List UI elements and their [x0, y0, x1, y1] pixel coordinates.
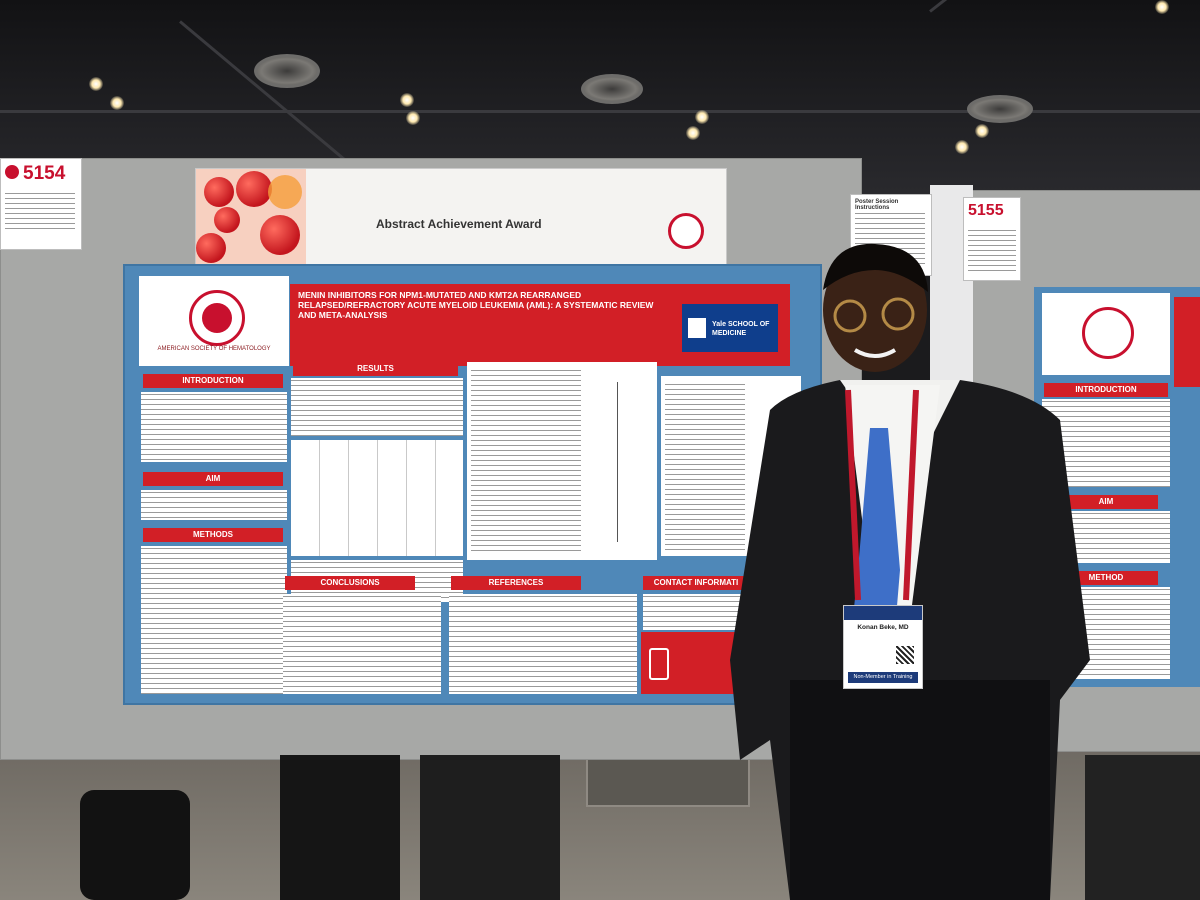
cell-shape	[236, 171, 272, 207]
research-poster: AMERICAN SOCIETY OF HEMATOLOGY INTRODUCT…	[123, 264, 822, 705]
board-number: 5155	[968, 202, 1004, 219]
forest-plot-labels	[471, 368, 581, 554]
ceiling-beam	[0, 110, 1200, 113]
section-header-aim: AIM	[1054, 495, 1158, 509]
poster-title-banner: MENIN INHIBITORS FOR NPM1-MUTATED AND KM…	[290, 284, 790, 366]
cell-shape	[268, 175, 302, 209]
forest-plot-axis	[617, 382, 618, 542]
backpack	[80, 790, 190, 900]
ceiling-light	[955, 140, 969, 154]
results-table	[291, 440, 463, 556]
ash-logo-icon	[1082, 307, 1134, 359]
cell-shape	[260, 215, 300, 255]
background-person	[1085, 755, 1200, 900]
section-header-introduction: INTRODUCTION	[1044, 383, 1168, 397]
yale-logo: Yale SCHOOL OF MEDICINE	[682, 304, 778, 352]
blood-cell-graphic	[196, 169, 306, 273]
forest-plot-orr	[467, 362, 657, 560]
cell-shape	[202, 303, 232, 333]
ceiling-light	[89, 77, 103, 91]
ceiling-light	[686, 126, 700, 140]
ash-logo-icon	[5, 165, 19, 179]
section-header-aim: AIM	[143, 472, 283, 486]
ceiling-vent	[967, 95, 1033, 123]
aim-text	[141, 490, 287, 520]
name-badge: Konan Beke, MD Non-Member in Training	[843, 605, 923, 689]
sign-text-block	[5, 191, 75, 231]
methods-text	[141, 546, 287, 694]
institution-name: Yale SCHOOL OF MEDICINE	[712, 321, 770, 337]
ash-logo-icon	[668, 213, 704, 249]
hair	[823, 243, 928, 292]
background-person	[280, 755, 400, 900]
poster-title: MENIN INHIBITORS FOR NPM1-MUTATED AND KM…	[298, 290, 654, 320]
badge-name: Konan Beke, MD	[857, 624, 909, 631]
glasses-lens	[881, 297, 915, 331]
presenter	[730, 243, 1090, 900]
board-number-sign: 5154	[0, 158, 82, 250]
society-logo-panel: AMERICAN SOCIETY OF HEMATOLOGY	[139, 276, 289, 366]
ceiling-vent	[254, 54, 320, 88]
ceiling-light	[406, 111, 420, 125]
ceiling-light	[1155, 0, 1169, 14]
forest-plot-labels	[665, 382, 745, 550]
board-number: 5154	[23, 163, 66, 184]
badge-role: Non-Member in Training	[848, 672, 918, 683]
society-logo-panel	[1042, 293, 1170, 375]
instructions-title: Poster Session Instructions	[855, 199, 899, 211]
floor-mat	[586, 755, 750, 807]
award-banner: Abstract Achievement Award	[195, 168, 727, 276]
section-header-results: RESULTS	[293, 362, 458, 376]
references-text	[449, 594, 637, 694]
glasses-lens	[833, 299, 867, 333]
sign-text-block	[968, 228, 1016, 272]
section-header-contact: CONTACT INFORMATI	[643, 576, 749, 590]
face	[823, 248, 927, 372]
contact-text	[643, 594, 751, 630]
cell-shape	[196, 233, 226, 263]
lanyard	[845, 389, 861, 601]
smile	[853, 348, 897, 358]
section-header-references: REFERENCES	[451, 576, 581, 590]
yale-shield-icon	[688, 318, 706, 338]
badge-header	[844, 606, 922, 620]
background-person	[420, 755, 560, 900]
cell-shape	[214, 207, 240, 233]
cell-shape	[204, 177, 234, 207]
lanyard	[903, 389, 919, 601]
section-header-methods: METHODS	[143, 528, 283, 542]
results-text	[291, 378, 463, 436]
ceiling-light	[975, 124, 989, 138]
phone-icon	[649, 648, 669, 680]
conclusions-text	[283, 594, 441, 694]
qr-code-icon	[896, 646, 914, 664]
introduction-text	[141, 392, 287, 462]
trousers	[790, 680, 1050, 900]
ceiling-light	[400, 93, 414, 107]
title-banner-edge	[1174, 297, 1200, 387]
section-header-conclusions: CONCLUSIONS	[285, 576, 415, 590]
award-label: Abstract Achievement Award	[376, 217, 542, 231]
society-name: AMERICAN SOCIETY OF HEMATOLOGY	[157, 346, 271, 352]
ceiling-light	[695, 110, 709, 124]
ceiling-vent	[581, 74, 643, 104]
ash-logo-icon	[189, 290, 245, 346]
ceiling-light	[110, 96, 124, 110]
board-number-sign: 5155	[963, 197, 1021, 281]
section-header-introduction: INTRODUCTION	[143, 374, 283, 388]
